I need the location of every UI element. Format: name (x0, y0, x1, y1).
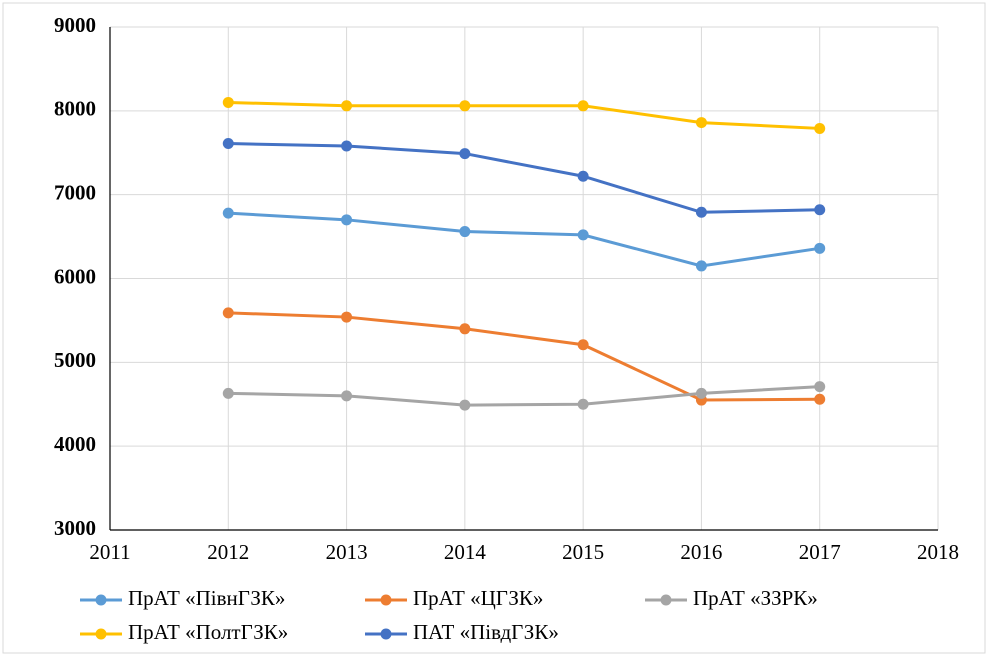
legend-marker (95, 594, 107, 606)
series-line (228, 100, 820, 130)
data-point (459, 226, 471, 238)
x-tick-label: 2017 (799, 540, 841, 564)
series-line (228, 211, 820, 268)
data-point (814, 204, 826, 216)
legend-marker (95, 628, 107, 640)
y-tick-label: 6000 (54, 264, 96, 288)
legend-marker (660, 594, 672, 606)
data-point (341, 140, 353, 152)
x-tick-label: 2014 (444, 540, 487, 564)
series-line (228, 142, 820, 214)
legend-marker (380, 628, 392, 640)
data-point (814, 122, 826, 134)
y-tick-label: 7000 (54, 180, 96, 204)
data-point (577, 170, 589, 182)
data-point (459, 399, 471, 411)
y-tick-label: 8000 (54, 97, 96, 121)
data-point (577, 398, 589, 410)
data-point (695, 260, 707, 272)
legend-label: ПрАТ «ЗЗРК» (693, 586, 818, 610)
data-point (695, 206, 707, 218)
data-point (459, 100, 471, 112)
data-point (695, 387, 707, 399)
legend-label: ПрАТ «ЦГЗК» (413, 586, 543, 610)
y-tick-label: 9000 (54, 13, 96, 37)
legend-label: ПрАТ «ПівнГЗК» (128, 586, 285, 610)
data-point (577, 339, 589, 351)
legend-label: ПАТ «ПівдГЗК» (413, 620, 559, 644)
y-tick-label: 3000 (54, 516, 96, 540)
y-tick-label: 4000 (54, 432, 96, 456)
y-tick-label: 5000 (54, 348, 96, 372)
data-point (222, 387, 234, 399)
data-point (222, 207, 234, 219)
data-point (577, 100, 589, 112)
data-point (814, 381, 826, 393)
data-point (341, 311, 353, 323)
x-tick-label: 2012 (207, 540, 249, 564)
x-tick-label: 2013 (326, 540, 368, 564)
legend-label: ПрАТ «ПолтГЗК» (128, 620, 288, 644)
data-point (459, 323, 471, 335)
data-point (222, 307, 234, 319)
data-point (222, 138, 234, 150)
series-line (228, 385, 820, 407)
x-tick-label: 2016 (680, 540, 722, 564)
data-point (341, 214, 353, 226)
data-point (459, 148, 471, 160)
data-point (577, 229, 589, 241)
data-point (222, 96, 234, 108)
data-point (814, 393, 826, 405)
data-point (341, 100, 353, 112)
x-tick-label: 2011 (89, 540, 130, 564)
x-tick-label: 2015 (562, 540, 604, 564)
legend-marker (380, 594, 392, 606)
data-point (695, 117, 707, 129)
data-point (341, 390, 353, 402)
x-tick-label: 2018 (917, 540, 959, 564)
data-point (814, 242, 826, 254)
series-line (228, 311, 820, 402)
